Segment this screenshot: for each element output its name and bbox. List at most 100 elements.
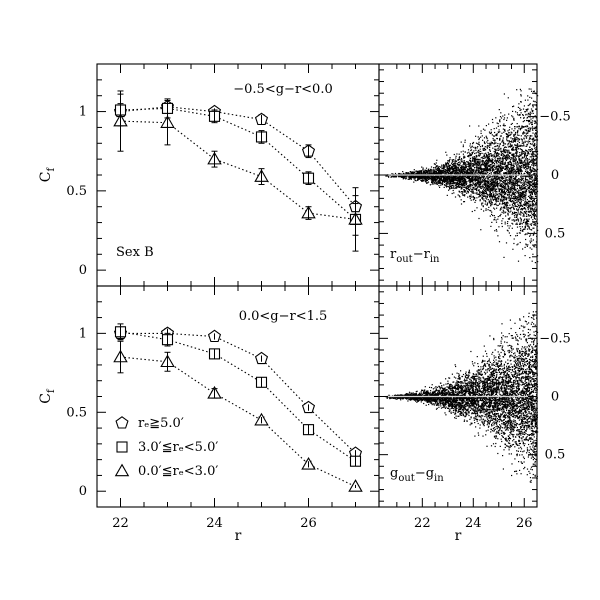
scatter-point [531,159,533,161]
scatter-point [507,134,509,136]
scatter-point [469,165,471,167]
scatter-point [463,172,466,174]
scatter-point [487,142,489,145]
scatter-point [508,196,510,198]
scatter-point [501,183,503,185]
scatter-point [482,180,484,182]
scatter-point [534,194,536,196]
scatter-point [515,139,517,141]
scatter-point [514,205,516,208]
scatter-point [422,168,424,170]
scatter-point [524,199,526,201]
scatter-point [492,156,494,158]
scatter-point [477,149,479,151]
scatter-point [531,90,533,92]
scatter-point [519,144,521,146]
scatter-point [441,168,443,170]
scatter-point [524,221,526,223]
scatter-point [535,125,538,127]
scatter-point [502,150,504,152]
scatter-point [502,155,504,157]
scatter-point [478,183,480,185]
scatter-point [471,185,473,187]
scatter-point [497,204,499,206]
scatter-point [435,165,437,167]
scatter-point [429,173,431,175]
scatter-point [534,182,536,184]
scatter-point [455,155,457,157]
scatter-point [527,203,530,205]
scatter-point [536,178,538,180]
scatter-point [533,191,535,193]
scatter-point [528,228,531,230]
scatter-point [536,131,538,133]
scatter-point [530,167,532,169]
scatter-point [478,161,480,163]
scatter-point [498,188,501,190]
scatter-point [442,164,445,166]
scatter-point [510,210,512,212]
scatter-point [529,175,531,178]
scatter-point [506,202,508,204]
scatter-point [529,169,531,171]
scatter-point [514,139,516,141]
scatter-point [452,170,454,172]
scatter-point [520,165,522,167]
scatter-point [517,243,519,245]
scatter-point [476,155,478,157]
scatter-point [459,169,461,171]
scatter-point [472,164,474,166]
scatter-point [409,171,411,173]
scatter-point [528,189,530,191]
scatter-point [536,183,538,185]
scatter-point [520,202,522,204]
scatter-point [437,180,439,182]
scatter-point [526,199,528,201]
scatter-point [487,177,489,179]
scatter-point [517,203,519,205]
scatter-point [478,137,480,139]
scatter-point [528,205,530,207]
scatter-point [503,186,505,188]
scatter-point [533,165,535,167]
scatter-point [475,166,477,168]
scatter-point [507,150,509,152]
scatter-point [498,161,500,163]
scatter-point [501,158,503,160]
scatter-point [480,136,482,138]
scatter-point [472,151,474,153]
scatter-point [472,199,474,201]
scatter-point [421,166,423,168]
scatter-point [468,168,470,170]
scatter-point [521,188,523,191]
scatter-point [517,129,519,132]
scatter-point [529,103,531,105]
scatter-point [494,135,496,137]
scatter-point [526,219,528,221]
scatter-point [527,195,530,197]
scatter-point [533,231,535,233]
scatter-point [477,176,479,178]
scatter-point [529,195,531,197]
scatter-point [498,109,500,111]
scatter-point [527,114,529,116]
scatter-point [525,150,527,152]
scatter-point [486,180,489,182]
scatter-point [523,166,525,168]
scatter-point [504,173,506,175]
scatter-point [464,151,466,153]
scatter-point [521,178,523,180]
scatter-point [530,176,532,179]
scatter-point [466,152,469,154]
scatter-point [471,177,473,179]
scatter-point [509,159,511,161]
scatter-point [512,223,514,225]
scatter-point [533,159,535,162]
scatter-point [517,191,519,193]
scatter-point [469,169,471,171]
scatter-point [408,176,410,178]
scatter-point [536,220,538,222]
scatter-point [467,196,469,198]
scatter-point [410,172,412,174]
